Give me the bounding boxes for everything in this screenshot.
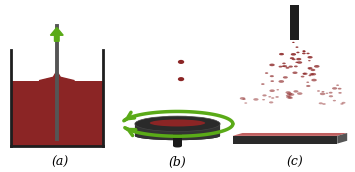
Polygon shape [39,71,75,81]
Ellipse shape [289,93,294,96]
Ellipse shape [265,72,268,74]
Ellipse shape [311,69,315,71]
Ellipse shape [291,53,296,56]
Ellipse shape [317,90,320,92]
Ellipse shape [333,100,336,101]
Bar [290,5,299,40]
Ellipse shape [314,65,320,68]
Ellipse shape [178,77,184,81]
Ellipse shape [253,98,258,101]
Ellipse shape [338,92,342,94]
Ellipse shape [244,102,247,104]
Ellipse shape [307,67,312,69]
Ellipse shape [329,95,333,97]
Ellipse shape [289,66,293,68]
Ellipse shape [285,91,291,94]
Ellipse shape [342,102,345,104]
Ellipse shape [283,76,288,79]
Ellipse shape [332,87,337,90]
Ellipse shape [277,89,279,90]
Ellipse shape [308,60,311,61]
Ellipse shape [302,50,305,52]
Ellipse shape [286,95,291,97]
Ellipse shape [326,93,328,94]
Ellipse shape [322,91,324,92]
Ellipse shape [268,96,271,98]
Ellipse shape [262,94,267,96]
Ellipse shape [301,76,305,78]
Ellipse shape [302,73,306,74]
Ellipse shape [336,84,339,86]
Ellipse shape [311,73,316,76]
Ellipse shape [292,58,296,60]
Text: (b): (b) [169,155,186,169]
Ellipse shape [295,46,299,48]
Ellipse shape [308,68,311,69]
Polygon shape [135,124,220,140]
Ellipse shape [308,75,311,76]
Ellipse shape [302,51,306,52]
Ellipse shape [293,72,297,74]
Ellipse shape [338,88,342,90]
Ellipse shape [275,96,279,98]
Ellipse shape [286,96,292,99]
Ellipse shape [282,63,286,64]
Ellipse shape [296,52,300,53]
Ellipse shape [307,56,313,58]
Ellipse shape [283,65,287,67]
Ellipse shape [319,102,323,104]
Ellipse shape [279,53,284,55]
Ellipse shape [306,82,309,83]
Ellipse shape [282,66,285,67]
Ellipse shape [302,52,306,54]
Ellipse shape [271,80,274,82]
Ellipse shape [297,92,302,95]
Polygon shape [233,133,347,136]
Ellipse shape [288,97,293,99]
Ellipse shape [329,92,333,94]
Ellipse shape [311,79,317,81]
Ellipse shape [135,116,220,132]
Polygon shape [337,133,347,144]
Ellipse shape [178,60,184,64]
Ellipse shape [322,103,326,105]
Ellipse shape [269,101,273,103]
Ellipse shape [294,90,299,93]
Ellipse shape [135,132,220,140]
Ellipse shape [292,42,295,43]
Text: (c): (c) [286,155,303,169]
Ellipse shape [269,64,275,66]
Ellipse shape [270,75,274,77]
Ellipse shape [279,66,283,68]
Ellipse shape [309,73,314,76]
Ellipse shape [285,67,289,69]
Ellipse shape [294,66,298,67]
Ellipse shape [173,145,182,147]
Ellipse shape [306,53,310,54]
Ellipse shape [242,98,246,100]
Ellipse shape [297,61,302,64]
Ellipse shape [290,57,294,59]
Polygon shape [233,136,337,144]
Text: (a): (a) [52,155,69,169]
Ellipse shape [278,80,284,83]
Ellipse shape [296,58,301,60]
Ellipse shape [306,85,311,87]
Ellipse shape [271,97,274,99]
Bar [11,81,103,146]
Ellipse shape [269,89,275,92]
Ellipse shape [262,99,265,100]
Ellipse shape [261,83,264,85]
Ellipse shape [295,62,298,63]
Ellipse shape [150,120,205,126]
Ellipse shape [303,73,307,75]
FancyArrow shape [50,28,63,41]
Ellipse shape [240,97,245,100]
Bar [173,134,182,146]
Ellipse shape [287,92,292,95]
Ellipse shape [340,103,344,105]
Ellipse shape [320,93,325,95]
